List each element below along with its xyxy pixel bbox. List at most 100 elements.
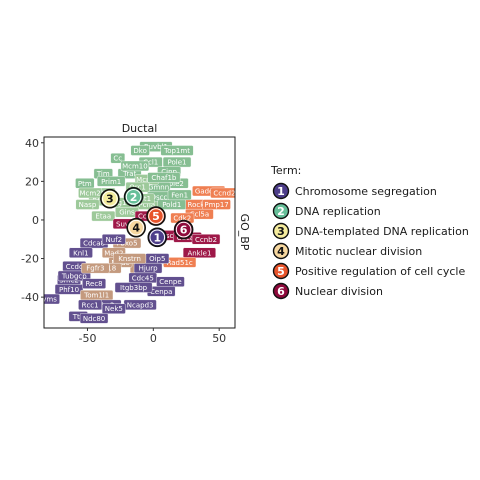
- gene-label: Cenpe: [156, 276, 185, 287]
- gene-label-box: [202, 199, 231, 210]
- term-centroid-number: 5: [152, 210, 160, 223]
- legend-key-circle: [272, 202, 290, 220]
- term-centroid-number: 6: [180, 224, 188, 237]
- gene-label: Cdc45: [128, 272, 157, 284]
- gene-label-box: [167, 189, 192, 201]
- legend-label: Mitotic nuclear division: [295, 245, 422, 258]
- legend-key-circle: [272, 222, 290, 240]
- legend-item: 6 Nuclear division: [272, 282, 383, 300]
- term-centroid-number: 3: [106, 193, 114, 206]
- gene-label: Ptm: [75, 178, 95, 189]
- gene-label-box: [96, 176, 126, 187]
- legend-item: 3 DNA-templated DNA replication: [272, 222, 469, 240]
- gene-label-text: Ccdc: [66, 263, 83, 271]
- gene-label: Oip5: [145, 253, 170, 264]
- gene-label-text: Oip5: [149, 255, 165, 263]
- gene-label-text: Tyms: [38, 296, 57, 304]
- gene-label-text: Mad2: [104, 249, 123, 257]
- legend-label: Nuclear division: [295, 285, 383, 298]
- y-tick-label: -40: [21, 291, 39, 304]
- term-centroid-ring: [128, 219, 145, 236]
- y-tick-label: 20: [25, 175, 39, 188]
- gene-label: Nuf2: [101, 234, 126, 245]
- gene-label-text: Pole2: [165, 180, 184, 188]
- gene-label-box: [191, 234, 221, 245]
- gene-label: Ccnd2: [210, 187, 235, 199]
- gene-label-text: Gins: [119, 209, 135, 217]
- term-centroid-6: 6: [173, 219, 194, 240]
- gene-label: Top1mt: [160, 145, 194, 156]
- gene-label-text: Cdk2: [173, 215, 191, 223]
- gene-label-box: [113, 253, 147, 264]
- y-tick-label: -20: [21, 253, 39, 266]
- y-tick-label: 40: [25, 137, 39, 150]
- gene-label-box: [91, 210, 116, 222]
- legend-key-number: 1: [277, 185, 285, 198]
- gene-label: Tom1l1: [80, 290, 114, 301]
- gene-label-text: Ccl1: [143, 159, 158, 167]
- term-centroid-5: 5: [146, 206, 166, 226]
- gene-label: Ankle1: [182, 247, 216, 258]
- gene-label-box: [210, 187, 235, 199]
- gene-label-text: Gmnn: [148, 184, 169, 192]
- gene-label-box: [130, 145, 150, 156]
- gene-label-box: [54, 284, 84, 295]
- gene-label-text: Ccnb2: [195, 236, 217, 244]
- gene-label-box: [182, 247, 216, 258]
- legend-label: Chromosome segregation: [295, 185, 437, 198]
- term-centroid-ring: [125, 189, 142, 205]
- term-centroid-circle: [147, 227, 168, 248]
- legend-item: 5 Positive regulation of cell cycle: [272, 262, 465, 280]
- gene-label-text: Mcm1: [136, 176, 157, 184]
- gene-label-box: [78, 187, 103, 199]
- gene-label: Pold1: [157, 199, 186, 210]
- term-centroid-ring: [102, 190, 118, 207]
- legend-title: Term:: [270, 164, 301, 177]
- gene-label-text: Nasp: [79, 201, 97, 209]
- gene-label-box: [79, 313, 109, 324]
- strip-right-label: GO_BP: [238, 214, 251, 251]
- gene-label-text: Rec8: [85, 280, 102, 288]
- gene-label-text: Ncapd3: [127, 301, 154, 309]
- facet-title: Ductal: [122, 122, 158, 135]
- legend-label: DNA-templated DNA replication: [295, 225, 469, 238]
- legend-key-number: 4: [277, 245, 285, 258]
- gene-label-text: Ankle1: [187, 249, 211, 257]
- gene-label: Chaf1b: [147, 172, 181, 183]
- plot-panel-border: [43, 136, 236, 329]
- legend-key-number: 5: [277, 265, 285, 278]
- legend-key-circle: [272, 262, 290, 280]
- gene-label: Ndc80: [79, 313, 109, 324]
- gene-label-text: Tubgcp: [61, 272, 87, 280]
- gene-label-text: Ccnd2: [213, 189, 235, 197]
- gene-label-box: [75, 199, 100, 210]
- gene-label: Ncapd3: [123, 299, 157, 311]
- gene-label-text: Fbxo5: [116, 240, 137, 248]
- gene-label: Prim1: [96, 176, 126, 187]
- gene-label-text: Ruvbl1: [144, 143, 168, 151]
- legend-item: 1 Chromosome segregation: [272, 182, 437, 200]
- gene-label-text: Ttk: [72, 313, 85, 321]
- y-tick-label: 0: [32, 214, 39, 227]
- facet-strip: [44, 120, 235, 137]
- x-tick-label: 50: [212, 332, 226, 345]
- gene-label-text: Itgb3bp: [120, 284, 148, 292]
- gene-label-box: [160, 145, 194, 156]
- y-axis: -40 -20 0 20 40: [21, 137, 44, 304]
- gene-label: Ccnb2: [191, 234, 221, 245]
- term-centroid-circle: [126, 217, 147, 238]
- gene-label-text: Cinp: [161, 168, 177, 176]
- legend-item: 2 DNA replication: [272, 202, 381, 220]
- gene-label-text: Cc: [113, 155, 122, 163]
- gene-label-box: [114, 282, 153, 293]
- term-centroid-number: 2: [130, 191, 138, 204]
- gene-label-text: Nek5: [105, 305, 123, 313]
- gene-label: Rcc1: [78, 299, 103, 311]
- gene-label: Fgfr3: [81, 262, 110, 274]
- term-centroid-number: 1: [153, 231, 161, 244]
- term-centroid-ring: [148, 208, 164, 224]
- gene-label-box: [101, 303, 126, 314]
- gene-label: Etaa: [91, 210, 116, 222]
- gene-label-text: Cdc45: [132, 274, 154, 282]
- term-centroid-2: 2: [123, 187, 144, 207]
